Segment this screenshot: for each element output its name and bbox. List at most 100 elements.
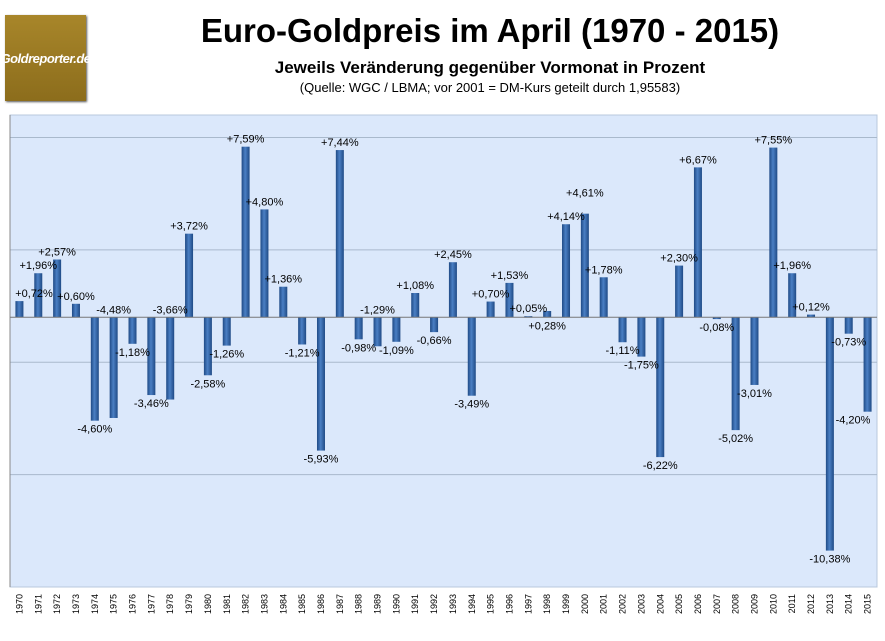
data-label-1995: +0,70%	[472, 289, 510, 301]
chart-subtitle: Jeweils Veränderung gegenüber Vormonat i…	[274, 58, 706, 77]
x-tick-label-1976: 1976	[128, 594, 138, 614]
data-label-2011: +1,96%	[773, 260, 811, 272]
bar-2009	[750, 317, 759, 385]
x-tick-label-2008: 2008	[731, 594, 741, 614]
bar-1983	[260, 209, 269, 318]
bar-2004	[656, 317, 665, 458]
bar-1977	[147, 317, 156, 396]
data-label-2014: -0,73%	[831, 337, 866, 349]
bar-2008	[731, 317, 740, 431]
x-tick-label-2014: 2014	[844, 594, 854, 614]
data-label-2007: -0,08%	[699, 322, 734, 334]
x-tick-label-1990: 1990	[391, 594, 401, 614]
data-label-2010: +7,55%	[755, 135, 793, 147]
x-tick-label-1975: 1975	[109, 594, 119, 614]
data-label-1979: +3,72%	[170, 221, 208, 233]
data-label-2004: -6,22%	[643, 460, 678, 472]
data-label-1984: +1,36%	[264, 274, 302, 286]
data-label-1998: +0,28%	[528, 320, 566, 332]
x-tick-label-2010: 2010	[768, 594, 778, 614]
x-tick-label-1984: 1984	[278, 594, 288, 614]
data-label-1982: +7,59%	[227, 134, 265, 146]
data-label-1994: -3,49%	[454, 399, 489, 411]
data-label-1981: -1,26%	[209, 349, 244, 361]
bar-1970	[15, 301, 24, 318]
x-tick-label-1970: 1970	[14, 594, 24, 614]
data-label-2003: -1,75%	[624, 360, 659, 372]
x-tick-label-2009: 2009	[749, 594, 759, 614]
data-label-1972: +2,57%	[38, 247, 76, 259]
bar-1971	[34, 273, 43, 318]
x-tick-label-1982: 1982	[241, 594, 251, 614]
bar-1980	[203, 317, 212, 376]
x-tick-label-2001: 2001	[599, 594, 609, 614]
x-tick-label-1972: 1972	[52, 594, 62, 614]
bar-2014	[844, 317, 853, 334]
goldreporter-logo: Goldreporter.de	[0, 15, 91, 101]
data-label-2001: +1,78%	[585, 264, 623, 276]
x-tick-label-1973: 1973	[71, 594, 81, 614]
data-label-1999: +4,14%	[547, 211, 585, 223]
x-tick-label-2007: 2007	[712, 594, 722, 614]
x-tick-label-1981: 1981	[222, 594, 232, 614]
x-tick-label-2002: 2002	[618, 594, 628, 614]
data-label-1992: -0,66%	[417, 335, 452, 347]
bar-1998	[543, 310, 552, 318]
data-label-1990: -1,09%	[379, 345, 414, 357]
data-label-1987: +7,44%	[321, 137, 359, 149]
bar-1984	[279, 286, 288, 318]
bar-2001	[599, 277, 608, 318]
bar-2005	[675, 265, 684, 318]
logo-text: Goldreporter.de	[0, 50, 91, 66]
bar-1994	[467, 317, 476, 396]
bar-2012	[807, 314, 816, 318]
bar-2007	[712, 317, 721, 320]
data-label-2005: +2,30%	[660, 253, 698, 265]
data-label-2015: -4,20%	[836, 415, 871, 427]
x-tick-label-1991: 1991	[410, 594, 420, 614]
bar-1991	[411, 293, 420, 318]
chart-title: Euro-Goldpreis im April (1970 - 2015)	[200, 12, 780, 49]
x-tick-label-1985: 1985	[297, 594, 307, 614]
bar-1986	[316, 317, 325, 451]
data-label-1991: +1,08%	[396, 280, 434, 292]
data-label-1973: +0,60%	[57, 291, 95, 303]
data-label-1980: -2,58%	[190, 378, 225, 390]
x-tick-label-1988: 1988	[354, 594, 364, 614]
data-label-1989: -1,29%	[360, 304, 395, 316]
x-tick-label-2013: 2013	[825, 594, 835, 614]
x-tick-label-1983: 1983	[259, 594, 269, 614]
x-tick-label-2005: 2005	[674, 594, 684, 614]
data-label-1970: +0,72%	[15, 288, 53, 300]
data-label-1976: -1,18%	[115, 347, 150, 359]
bar-1972	[53, 259, 62, 318]
bar-2011	[788, 273, 797, 318]
chart-source: (Quelle: WGC / LBMA; vor 2001 = DM-Kurs …	[299, 80, 681, 95]
bar-1992	[430, 317, 439, 333]
bar-1989	[373, 317, 382, 347]
x-tick-label-1971: 1971	[33, 594, 43, 614]
bar-1975	[109, 317, 118, 418]
bar-1996	[505, 282, 514, 318]
x-tick-label-1989: 1989	[373, 594, 383, 614]
x-tick-label-1992: 1992	[429, 594, 439, 614]
bar-2010	[769, 147, 778, 318]
x-tick-label-1980: 1980	[203, 594, 213, 614]
bar-1993	[448, 262, 457, 318]
bar-1982	[241, 146, 250, 318]
x-tick-label-1979: 1979	[184, 594, 194, 614]
bar-1976	[128, 317, 137, 344]
bar-2015	[863, 317, 872, 412]
x-tick-label-2004: 2004	[655, 594, 665, 614]
data-label-2009: -3,01%	[737, 388, 772, 400]
x-tick-label-2011: 2011	[787, 594, 797, 613]
x-tick-label-2006: 2006	[693, 594, 703, 614]
bar-1973	[71, 303, 80, 318]
data-label-1977: -3,46%	[134, 398, 169, 410]
x-tick-label-1995: 1995	[486, 594, 496, 614]
data-label-1983: +4,80%	[246, 196, 284, 208]
x-tick-label-1998: 1998	[542, 594, 552, 614]
x-tick-label-1977: 1977	[146, 594, 156, 614]
data-label-1974: -4,60%	[77, 424, 112, 436]
